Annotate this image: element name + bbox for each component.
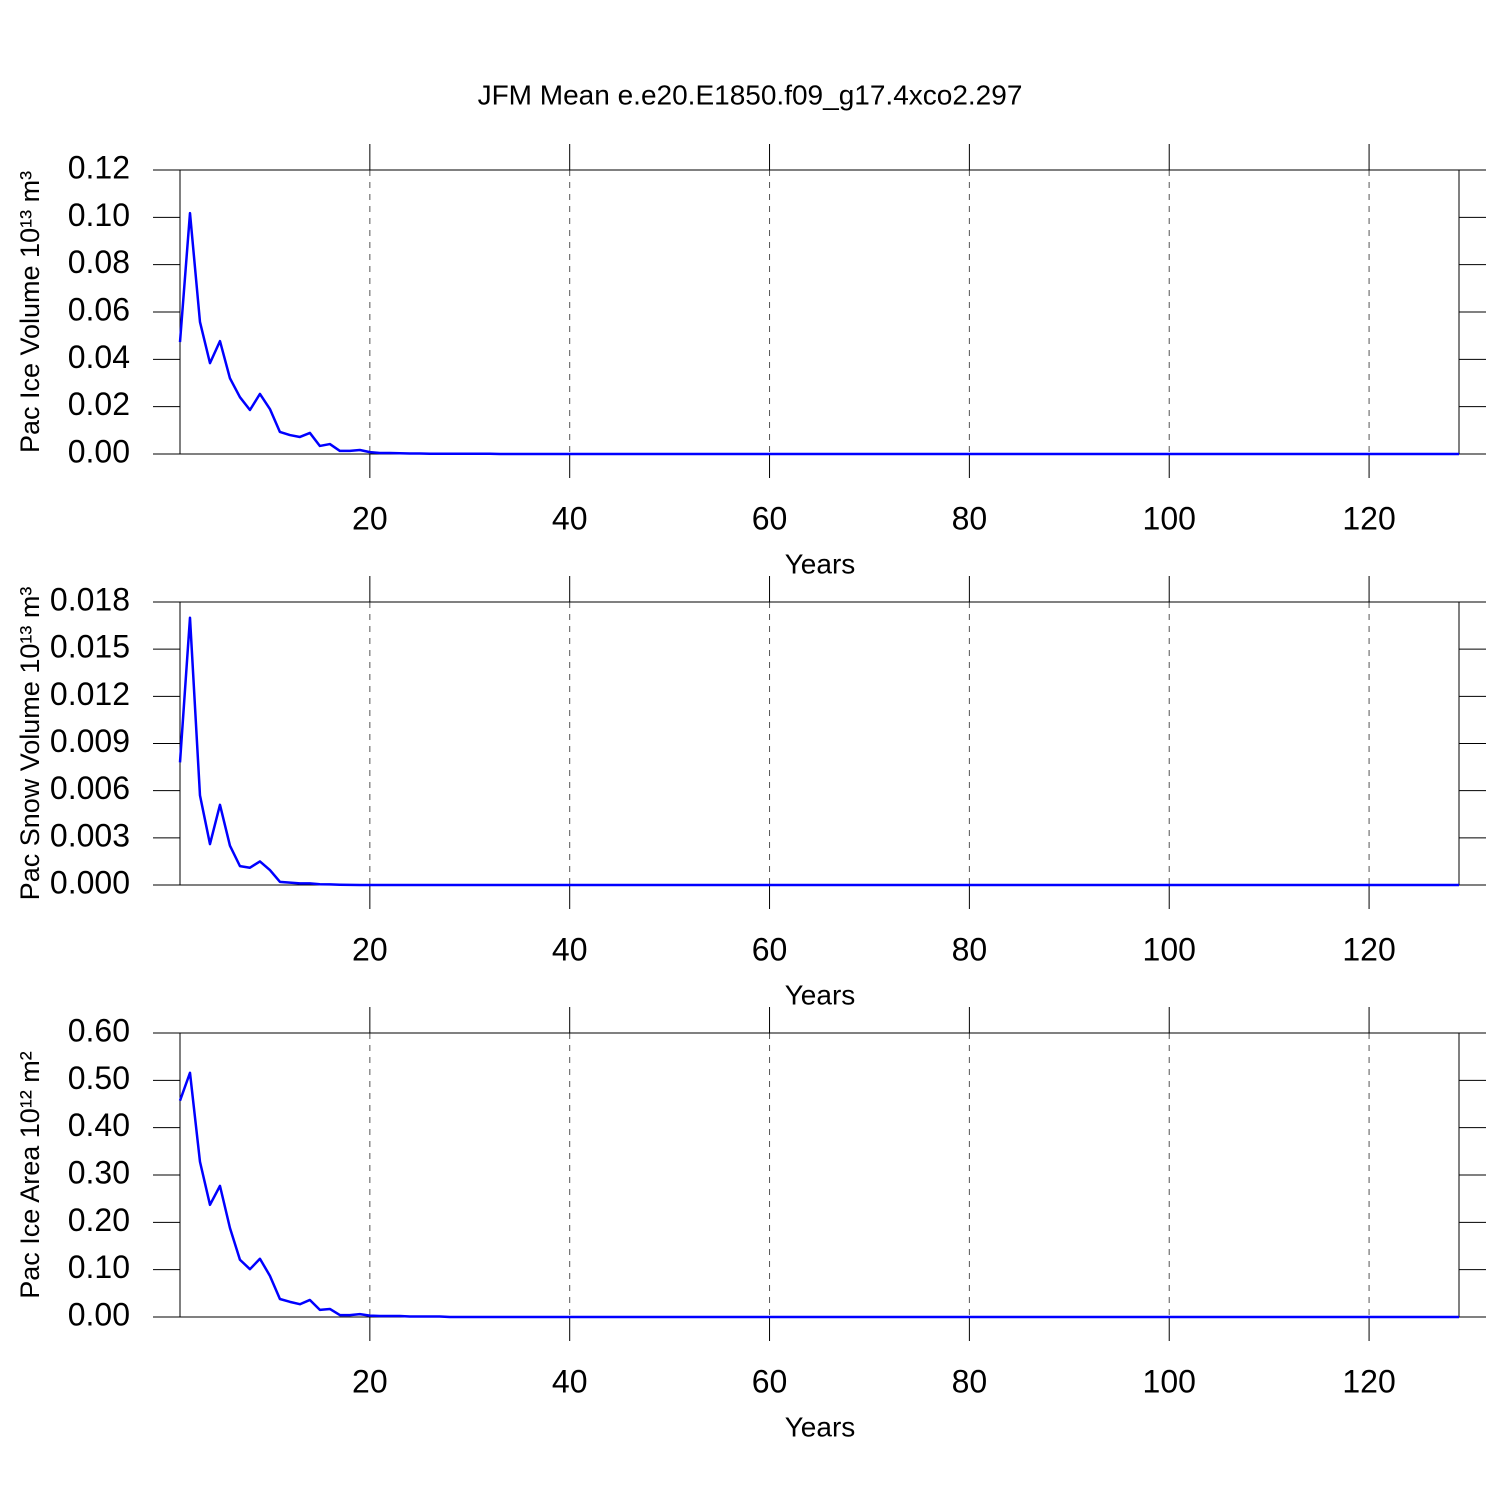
x-axis-label: Years <box>785 979 856 1010</box>
x-axis-label: Years <box>785 548 856 579</box>
y-tick-label: 0.10 <box>68 197 130 233</box>
x-tick-label: 20 <box>352 1363 388 1399</box>
y-tick-label: 0.018 <box>50 581 130 617</box>
y-tick-label: 0.40 <box>68 1107 130 1143</box>
y-axis-label: Pac Ice Volume 10¹³ m³ <box>15 171 45 453</box>
x-tick-label: 20 <box>352 500 388 536</box>
x-tick-label: 100 <box>1143 1363 1196 1399</box>
x-axis-label: Years <box>785 1411 856 1442</box>
x-tick-label: 80 <box>952 1363 988 1399</box>
y-tick-label: 0.000 <box>50 864 130 900</box>
data-line <box>178 211 1459 456</box>
x-tick-label: 120 <box>1342 1363 1395 1399</box>
y-tick-label: 0.02 <box>68 386 130 422</box>
chart-title: JFM Mean e.e20.E1850.f09_g17.4xco2.297 <box>478 79 1023 110</box>
y-tick-label: 0.08 <box>68 244 130 280</box>
x-tick-label: 100 <box>1143 931 1196 967</box>
y-tick-label: 0.30 <box>68 1154 130 1190</box>
y-tick-label: 0.12 <box>68 149 130 185</box>
y-tick-label: 0.06 <box>68 291 130 327</box>
y-tick-label: 0.003 <box>50 817 130 853</box>
y-tick-label: 0.10 <box>68 1249 130 1285</box>
y-tick-label: 0.009 <box>50 723 130 759</box>
x-tick-label: 120 <box>1342 931 1395 967</box>
y-tick-label: 0.60 <box>68 1012 130 1048</box>
x-tick-label: 40 <box>552 500 588 536</box>
x-tick-label: 60 <box>752 1363 788 1399</box>
y-tick-label: 0.50 <box>68 1060 130 1096</box>
x-tick-label: 80 <box>952 931 988 967</box>
x-tick-label: 80 <box>952 500 988 536</box>
y-axis-label: Pac Snow Volume 10¹³ m³ <box>15 587 45 901</box>
y-tick-label: 0.04 <box>68 339 130 375</box>
y-tick-label: 0.012 <box>50 676 130 712</box>
y-tick-label: 0.006 <box>50 770 130 806</box>
x-tick-label: 60 <box>752 931 788 967</box>
x-tick-label: 40 <box>552 1363 588 1399</box>
data-line <box>178 1071 1459 1319</box>
y-tick-label: 0.20 <box>68 1202 130 1238</box>
y-axis-label: Pac Ice Area 10¹² m² <box>15 1051 45 1299</box>
y-tick-label: 0.015 <box>50 629 130 665</box>
x-tick-label: 120 <box>1342 500 1395 536</box>
x-tick-label: 40 <box>552 931 588 967</box>
data-line <box>178 616 1459 887</box>
y-tick-label: 0.00 <box>68 1296 130 1332</box>
x-tick-label: 20 <box>352 931 388 967</box>
x-tick-label: 60 <box>752 500 788 536</box>
y-tick-label: 0.00 <box>68 433 130 469</box>
x-tick-label: 100 <box>1143 500 1196 536</box>
